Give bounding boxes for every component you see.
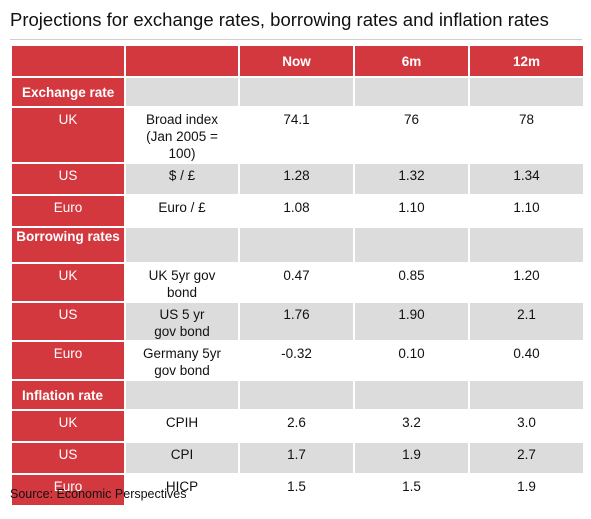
value-now: 1.28 [238,162,355,196]
table-row: Euro HICP 1.5 1.5 1.9 [10,473,585,507]
value-now: 1.5 [238,473,355,507]
blank-cell [468,226,585,264]
measure-cell: Euro / £ [124,194,240,228]
measure-cell: $ / £ [124,162,240,196]
blank-cell [353,379,470,411]
value-now: 74.1 [238,106,355,164]
measure-cell: CPI [124,441,240,475]
header-now: Now [238,44,355,78]
title-divider [10,39,582,40]
section-header-row: Inflation rate [10,379,585,411]
value-12m: 1.9 [468,473,585,507]
table-row: UK UK 5yr gov bond 0.47 0.85 1.20 [10,262,585,303]
country-cell: UK [10,106,126,164]
value-now: 1.7 [238,441,355,475]
blank-cell [124,76,240,108]
blank-cell [124,226,240,264]
value-now: 1.76 [238,301,355,342]
value-6m: 1.32 [353,162,470,196]
page-title: Projections for exchange rates, borrowin… [10,9,549,30]
measure-cell: Germany 5yr gov bond [124,340,240,381]
blank-cell [468,379,585,411]
value-12m: 2.1 [468,301,585,342]
country-cell: US [10,162,126,196]
value-now: 2.6 [238,409,355,443]
table-row: Euro Euro / £ 1.08 1.10 1.10 [10,194,585,228]
value-now: -0.32 [238,340,355,381]
table-row: Euro Germany 5yr gov bond -0.32 0.10 0.4… [10,340,585,381]
value-6m: 1.9 [353,441,470,475]
value-6m: 3.2 [353,409,470,443]
country-cell: US [10,441,126,475]
measure-cell: CPIH [124,409,240,443]
table-row: US US 5 yr gov bond 1.76 1.90 2.1 [10,301,585,342]
table-row: US CPI 1.7 1.9 2.7 [10,441,585,475]
country-cell: UK [10,409,126,443]
country-cell: Euro [10,340,126,381]
country-cell: Euro [10,473,126,507]
blank-cell [238,379,355,411]
value-12m: 0.40 [468,340,585,381]
value-6m: 1.5 [353,473,470,507]
source-note: Source: Economic Perspectives [10,487,187,501]
section-header-row: Borrowing rates [10,226,585,264]
table-row: US $ / £ 1.28 1.32 1.34 [10,162,585,196]
table-row: UK CPIH 2.6 3.2 3.0 [10,409,585,443]
value-6m: 0.85 [353,262,470,303]
value-12m: 78 [468,106,585,164]
table-row: UK Broad index (Jan 2005 = 100) 74.1 76 … [10,106,585,164]
header-6m: 6m [353,44,470,78]
country-cell: US [10,301,126,342]
blank-cell [124,379,240,411]
value-6m: 76 [353,106,470,164]
section-title: Inflation rate [10,379,126,411]
value-now: 0.47 [238,262,355,303]
value-12m: 1.34 [468,162,585,196]
blank-cell [238,76,355,108]
blank-cell [353,226,470,264]
section-title: Exchange rate [10,76,126,108]
value-6m: 0.10 [353,340,470,381]
table-header-row: Now 6m 12m [10,44,585,78]
blank-cell [468,76,585,108]
section-title: Borrowing rates [10,226,126,264]
value-12m: 3.0 [468,409,585,443]
measure-cell: Broad index (Jan 2005 = 100) [124,106,240,164]
value-12m: 1.10 [468,194,585,228]
blank-cell [353,76,470,108]
projections-table: Now 6m 12m Exchange rate UK Broad index … [10,44,585,507]
header-blank-cell [124,44,240,78]
header-blank-cell [10,44,126,78]
section-header-row: Exchange rate [10,76,585,108]
value-now: 1.08 [238,194,355,228]
country-cell: Euro [10,194,126,228]
value-12m: 1.20 [468,262,585,303]
measure-cell: HICP [124,473,240,507]
value-12m: 2.7 [468,441,585,475]
country-cell: UK [10,262,126,303]
value-6m: 1.10 [353,194,470,228]
measure-cell: UK 5yr gov bond [124,262,240,303]
measure-cell: US 5 yr gov bond [124,301,240,342]
value-6m: 1.90 [353,301,470,342]
header-12m: 12m [468,44,585,78]
blank-cell [238,226,355,264]
